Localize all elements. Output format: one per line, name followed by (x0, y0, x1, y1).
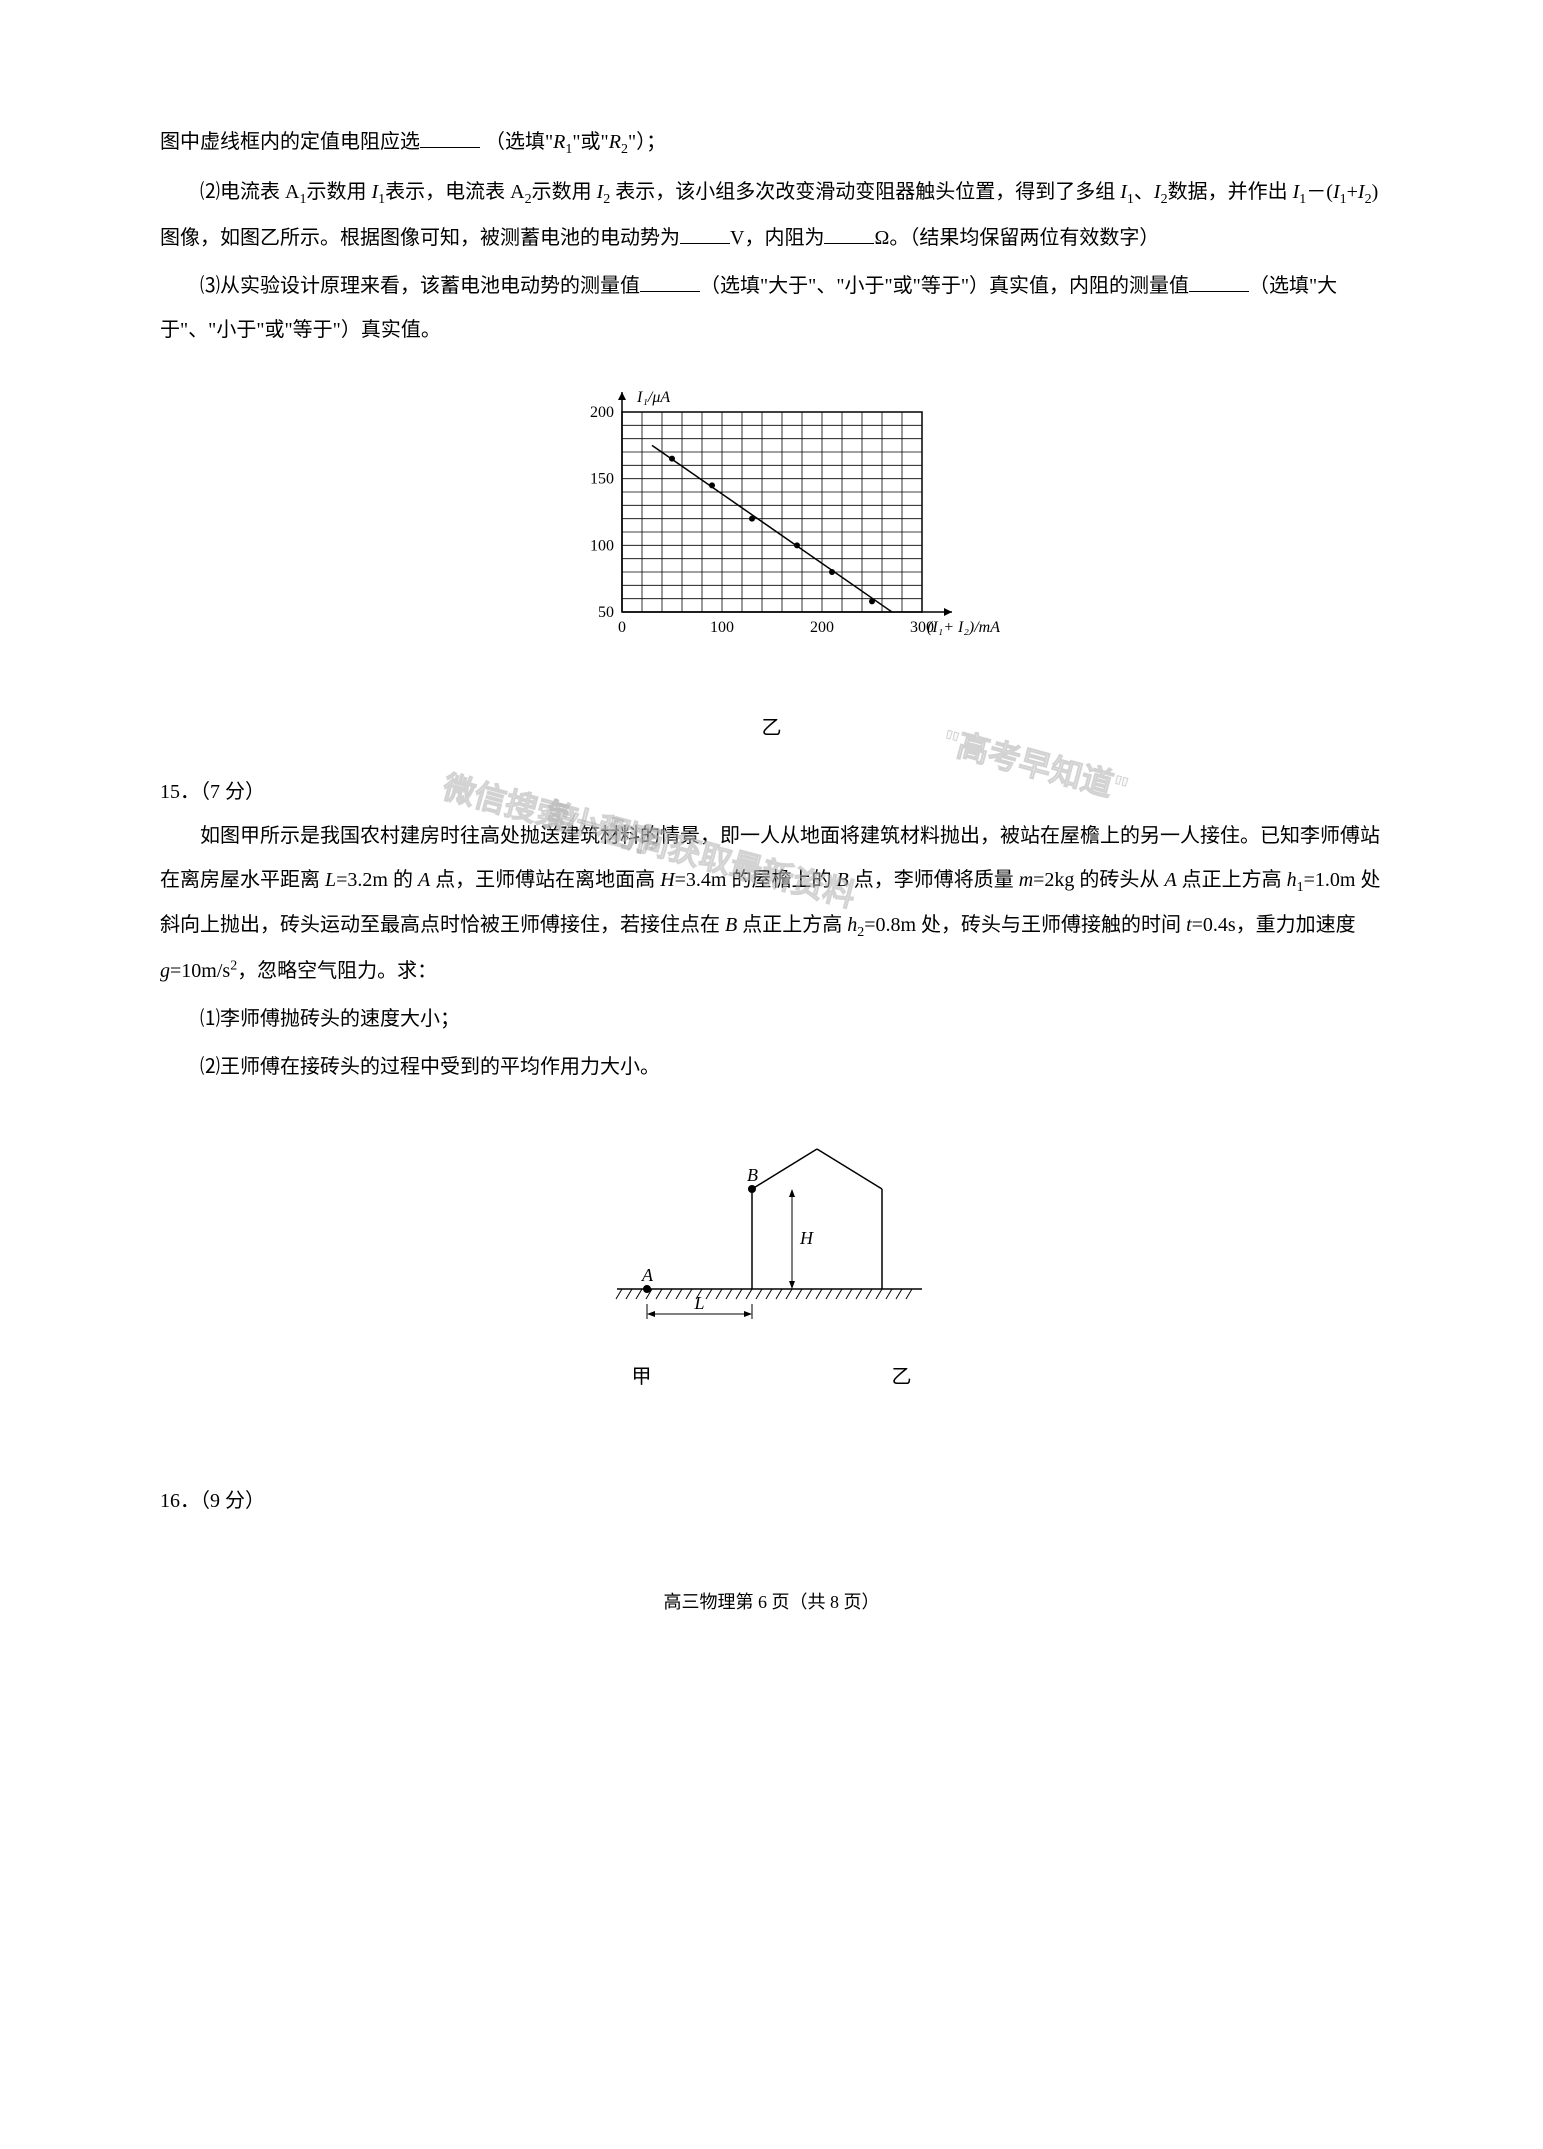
r2-sub: 2 (621, 142, 628, 157)
i2c-sym: I (1358, 181, 1365, 203)
q15-text-1e: 点正上方高 (737, 914, 847, 936)
text-p2-4: 示数用 (532, 181, 597, 203)
a2-sub: 2 (525, 192, 532, 207)
q15-text-1f: ，忽略空气阻力。求： (237, 960, 437, 982)
text-p1-4: "）； (628, 131, 666, 153)
svg-text:A: A (641, 1265, 654, 1285)
q15-text-1d: 点正上方高 (1177, 869, 1287, 891)
i1b-sym: I (1120, 181, 1127, 203)
B-point: B (836, 869, 848, 891)
text-p2-u1: V，内阻为 (730, 227, 824, 249)
q15-text-1b: 点，王师傅站在离地面高 (430, 869, 660, 891)
text-p1-2: （选填" (485, 131, 553, 153)
i1d-sym: I (1333, 181, 1340, 203)
g-val: =10m/s (170, 960, 230, 982)
H-sym: H (660, 869, 674, 891)
text-p3-1: ⑶从实验设计原理来看，该蓄电池电动势的测量值 (200, 275, 640, 297)
blank-compare2 (1189, 272, 1249, 292)
text-p1-1: 图中虚线框内的定值电阻应选 (160, 131, 420, 153)
text-p3-2: （选填"大于"、"小于"或"等于"）真实值，内阻的测量值 (700, 275, 1189, 297)
house-diagram: A B H L (572, 1119, 972, 1329)
svg-text:100: 100 (590, 537, 614, 554)
blank-resistance (824, 224, 874, 244)
i1b-sub: 1 (1127, 192, 1134, 207)
svg-text:I₁/μA: I₁/μA (636, 389, 670, 406)
A-point: A (418, 869, 430, 891)
svg-text:(I₁+ I₂)/mA: (I₁+ I₂)/mA (927, 619, 1000, 636)
diagram-label-1: 甲 (632, 1355, 652, 1399)
svg-text:0: 0 (618, 619, 626, 636)
blank-resistor (420, 128, 480, 148)
text-p2-2: 示数用 (306, 181, 371, 203)
B2-point: B (725, 914, 737, 936)
scatter-chart: 010020030050100150200I₁/μA(I₁+ I₂)/mA (542, 382, 1002, 682)
text-p1-3: "或" (572, 131, 608, 153)
page-footer: 高三物理第 6 页（共 8 页） (160, 1583, 1383, 1623)
r2-symbol: R (609, 131, 621, 153)
text-p2-6: 、 (1134, 181, 1154, 203)
q15-sub2: ⑵王师傅在接砖头的过程中受到的平均作用力大小。 (160, 1045, 1383, 1089)
blank-emf (680, 224, 730, 244)
h1-sub: 1 (1297, 880, 1304, 895)
i2c-sub: 2 (1365, 192, 1372, 207)
paragraph-1: 图中虚线框内的定值电阻应选 （选填"R1"或"R2"）； (160, 120, 1383, 166)
i2b-sym: I (1154, 181, 1161, 203)
q15-number: 15．（7 分） (160, 770, 1383, 814)
svg-text:B: B (747, 1165, 758, 1185)
svg-text:50: 50 (598, 604, 614, 621)
svg-text:200: 200 (810, 619, 834, 636)
text-p2-7: 数据，并作出 (1168, 181, 1293, 203)
svg-text:200: 200 (590, 404, 614, 421)
i2b-sub: 2 (1161, 192, 1168, 207)
text-p2-u2: Ω。（结果均保留两位有效数字） (874, 227, 1159, 249)
h2-sym: h (847, 914, 857, 936)
L-sym: L (325, 869, 336, 891)
chart-caption: 乙 (160, 706, 1383, 750)
H-val: =3.4m 的屋檐上的 (675, 869, 837, 891)
L-val: =3.2m 的 (336, 869, 418, 891)
svg-text:100: 100 (710, 619, 734, 636)
m-val: =2kg 的砖头从 (1033, 869, 1164, 891)
text-p2-9: + (1347, 181, 1358, 203)
blank-compare1 (640, 272, 700, 292)
r1-symbol: R (553, 131, 565, 153)
h2-val: =0.8m 处，砖头与王师傅接触的时间 (864, 914, 1186, 936)
diagram-container: A B H L 甲 乙 (160, 1119, 1383, 1399)
svg-text:150: 150 (590, 470, 614, 487)
paragraph-2: ⑵电流表 A1示数用 I1表示，电流表 A2示数用 I2 表示，该小组多次改变滑… (160, 170, 1383, 260)
q15-paragraph: 如图甲所示是我国农村建房时往高处抛送建筑材料的情景，即一人从地面将建筑材料抛出，… (160, 814, 1383, 994)
diagram-label-2: 乙 (892, 1355, 912, 1399)
text-p2-1: ⑵电流表 A (200, 181, 299, 203)
svg-text:L: L (693, 1293, 704, 1313)
m-sym: m (1019, 869, 1033, 891)
paragraph-3: ⑶从实验设计原理来看，该蓄电池电动势的测量值 （选填"大于"、"小于"或"等于"）… (160, 264, 1383, 352)
A2-point: A (1164, 869, 1176, 891)
chart-container: 010020030050100150200I₁/μA(I₁+ I₂)/mA 乙 (160, 382, 1383, 750)
q15-sub1: ⑴李师傅抛砖头的速度大小； (160, 997, 1383, 1041)
q15-text-1c: 点，李师傅将质量 (849, 869, 1019, 891)
i1d-sub: 1 (1340, 192, 1347, 207)
text-p2-3: 表示，电流表 A (385, 181, 524, 203)
g-sym: g (160, 960, 170, 982)
text-p2-8: －( (1306, 181, 1333, 203)
h1-sym: h (1287, 869, 1297, 891)
text-p2-5: 表示，该小组多次改变滑动变阻器触头位置，得到了多组 (610, 181, 1120, 203)
svg-text:H: H (799, 1228, 814, 1248)
t-val: =0.4s，重力加速度 (1192, 914, 1356, 936)
q16-number: 16．（9 分） (160, 1479, 1383, 1523)
